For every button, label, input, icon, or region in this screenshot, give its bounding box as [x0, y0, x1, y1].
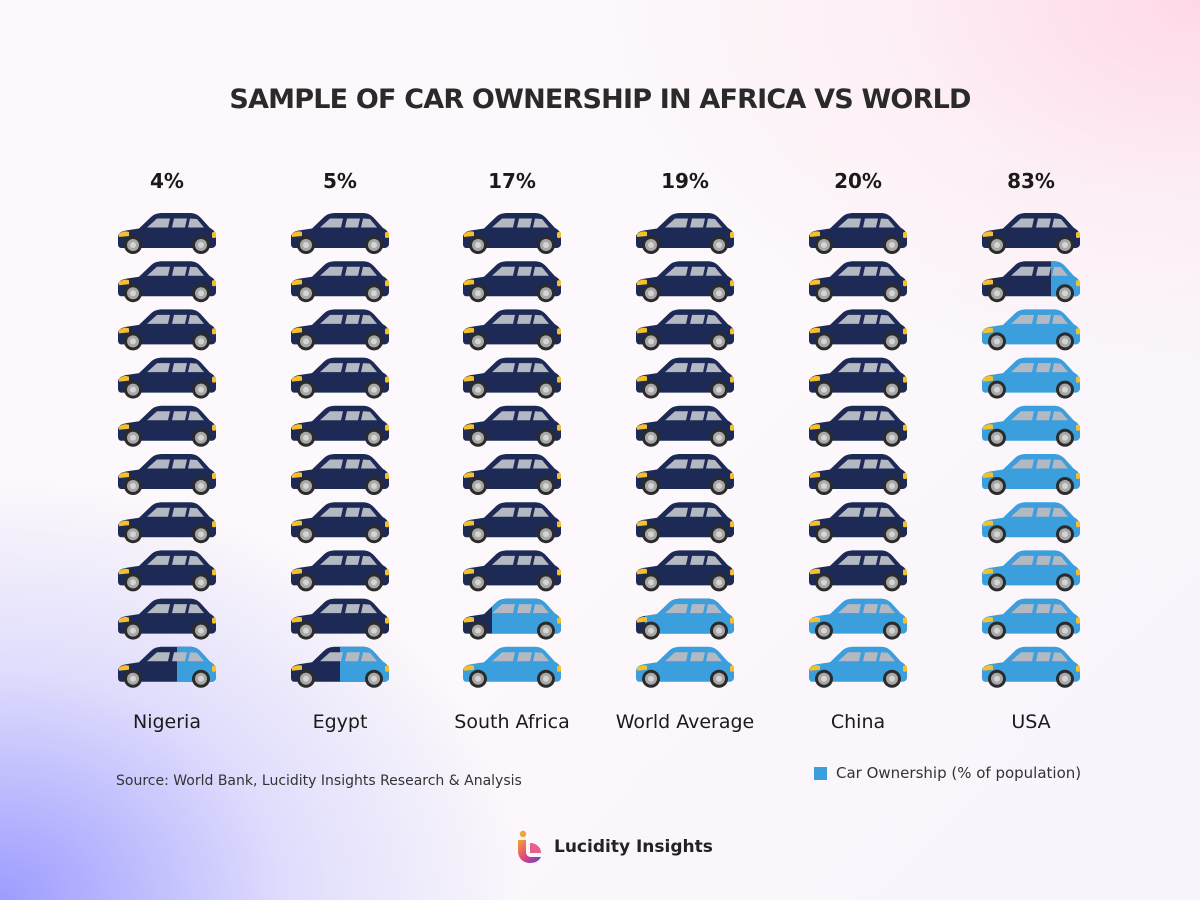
source-note: Source: World Bank, Lucidity Insights Re…: [116, 773, 522, 789]
car-icon: [291, 550, 389, 592]
car-icon: [809, 502, 907, 544]
value-label: 83%: [1007, 169, 1055, 193]
car-icon: [982, 550, 1080, 592]
car-icon: [291, 454, 389, 495]
car-icon: [636, 502, 734, 544]
legend-label: Car Ownership (% of population): [836, 764, 1082, 782]
car-icon: [463, 502, 561, 544]
car-icon: [118, 405, 216, 447]
car-icon: [636, 598, 734, 640]
column-egypt: 5% Egypt: [291, 169, 389, 733]
car-icon: [982, 213, 1080, 254]
legend: Car Ownership (% of population): [814, 764, 1081, 782]
car-icon: [463, 598, 561, 640]
category-label: USA: [1011, 711, 1050, 733]
car-icon: [636, 646, 734, 688]
value-label: 5%: [323, 169, 357, 193]
car-icon: [636, 357, 734, 399]
legend-swatch: [814, 766, 827, 780]
car-icon: [982, 502, 1080, 544]
car-icon: [463, 550, 561, 592]
car-icon: [982, 261, 1080, 303]
car-icon: [809, 213, 907, 254]
category-label: China: [831, 711, 885, 733]
car-icon: [291, 405, 389, 447]
car-icon: [636, 261, 734, 303]
car-icon: [291, 598, 389, 640]
car-icon: [636, 213, 734, 254]
category-label: South Africa: [454, 711, 569, 733]
column-usa: 83% USA: [982, 169, 1080, 733]
brand: Lucidity Insights: [514, 830, 713, 864]
car-icon: [463, 405, 561, 447]
car-icon: [809, 550, 907, 592]
car-icon: [118, 261, 216, 303]
car-icon: [809, 598, 907, 640]
car-icon: [118, 598, 216, 640]
car-icon: [291, 213, 389, 254]
car-icon: [636, 405, 734, 447]
car-icon: [463, 309, 561, 351]
category-label: Nigeria: [133, 711, 201, 733]
car-icon: [463, 357, 561, 399]
column-south-africa: 17% South Africa: [454, 169, 569, 733]
value-label: 19%: [661, 169, 709, 193]
car-icon: [118, 454, 216, 495]
column-nigeria: 4% Nigeria: [118, 169, 216, 733]
car-icon: [118, 309, 216, 351]
car-icon: [982, 357, 1080, 399]
car-icon: [118, 502, 216, 544]
car-icon: [809, 309, 907, 351]
car-icon: [463, 646, 561, 688]
column-china: 20% China: [809, 169, 907, 733]
car-icon: [982, 405, 1080, 447]
value-label: 4%: [150, 169, 184, 193]
category-label: Egypt: [313, 711, 368, 733]
car-icon: [809, 454, 907, 495]
car-icon: [118, 213, 216, 254]
car-icon: [982, 454, 1080, 495]
chart-title: SAMPLE OF CAR OWNERSHIP IN AFRICA VS WOR…: [229, 84, 971, 115]
category-label: World Average: [616, 711, 755, 733]
car-icon: [636, 550, 734, 592]
car-icon: [463, 261, 561, 303]
column-world-average: 19% World Average: [616, 169, 755, 733]
brand-name: Lucidity Insights: [554, 837, 713, 857]
lucidity-logo-icon: [518, 830, 541, 863]
car-icon: [809, 646, 907, 688]
car-icon: [809, 405, 907, 447]
car-icon: [291, 502, 389, 544]
value-label: 17%: [488, 169, 536, 193]
car-icon: [982, 309, 1080, 351]
car-icon: [291, 646, 389, 688]
car-icon: [118, 357, 216, 399]
car-icon: [118, 550, 216, 592]
car-icon: [636, 454, 734, 495]
car-icon: [636, 309, 734, 351]
car-icon: [118, 646, 216, 688]
car-icon: [809, 261, 907, 303]
car-icon: [982, 598, 1080, 640]
car-icon: [463, 213, 561, 254]
car-icon: [291, 357, 389, 399]
car-icon: [291, 309, 389, 351]
value-label: 20%: [834, 169, 882, 193]
car-icon: [463, 454, 561, 495]
car-icon: [809, 357, 907, 399]
car-icon: [982, 646, 1080, 688]
car-icon: [291, 261, 389, 303]
